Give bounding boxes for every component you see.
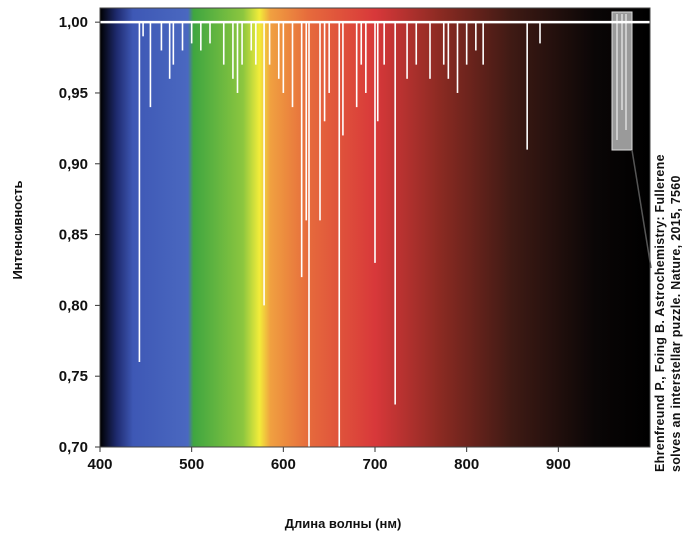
x-tick-label: 500 — [179, 456, 204, 473]
x-tick-label: 400 — [87, 456, 112, 473]
y-tick-label: 0,70 — [59, 439, 88, 456]
y-tick-label: 0,80 — [59, 297, 88, 314]
plot-frame — [99, 7, 651, 448]
annotation: Ehrenfreund P., Foing B. Astrochemistry:… — [653, 154, 667, 472]
annotation: solves an interstellar puzzle. Nature, 2… — [669, 175, 683, 472]
x-tick-label: 800 — [454, 456, 479, 473]
y-tick-label: 1,00 — [59, 14, 88, 31]
x-axis-label: Длина волны (нм) — [285, 516, 402, 531]
x-tick-label: 900 — [546, 456, 571, 473]
connector — [631, 149, 652, 269]
x-tick-label: 700 — [362, 456, 387, 473]
y-tick-label: 0,85 — [59, 227, 88, 244]
y-tick-label: 0,90 — [59, 156, 88, 173]
y-tick-label: 0,95 — [59, 85, 88, 102]
y-tick-label: 0,75 — [59, 368, 88, 385]
x-tick-label: 600 — [271, 456, 296, 473]
y-axis-label: Интенсивность — [10, 180, 25, 279]
